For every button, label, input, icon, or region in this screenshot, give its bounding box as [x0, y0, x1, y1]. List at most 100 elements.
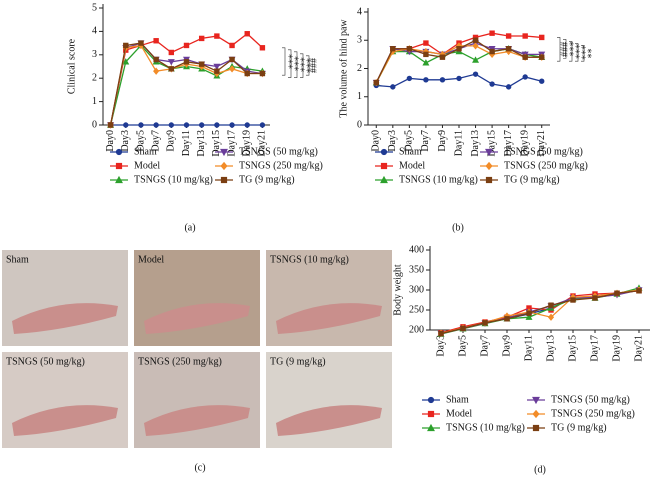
- marker: [423, 51, 429, 58]
- x-tick-label: Day19: [611, 335, 622, 362]
- significance: ***: [564, 41, 575, 56]
- legend-label: TSNGS (10 mg/kg): [134, 174, 213, 185]
- marker: [423, 40, 429, 46]
- marker: [183, 59, 190, 65]
- marker: [115, 175, 123, 184]
- x-tick-label: Day5: [457, 335, 468, 357]
- y-tick-label: 0: [92, 119, 97, 130]
- bracket: [306, 55, 310, 76]
- legend-label: TSNGS (250 mg/kg): [504, 160, 588, 171]
- x-tick-label: Day0: [105, 130, 116, 152]
- marker: [167, 59, 175, 66]
- marker: [244, 122, 250, 128]
- photo-label: Sham: [6, 254, 29, 265]
- y-axis-label: Clinical score: [66, 38, 77, 94]
- bracket: [569, 41, 573, 62]
- marker: [505, 33, 512, 39]
- y-tick-label: 5: [92, 2, 97, 13]
- marker: [592, 295, 598, 301]
- marker: [636, 288, 642, 294]
- bracket: [294, 51, 298, 78]
- marker: [532, 396, 540, 405]
- marker: [439, 54, 446, 60]
- marker: [153, 67, 160, 75]
- panel-caption: (d): [534, 464, 546, 475]
- y-tick-label: 1: [357, 91, 362, 102]
- legend-label: TG (9 mg/kg): [551, 422, 607, 433]
- marker: [229, 56, 235, 63]
- marker: [504, 316, 510, 322]
- photo-label: TSNGS (10 mg/kg): [270, 254, 349, 265]
- series-line: [440, 290, 640, 335]
- x-tick-label: Day9: [501, 335, 512, 357]
- bracket: [575, 43, 579, 62]
- bracket: [557, 37, 561, 62]
- marker: [485, 161, 493, 171]
- marker: [485, 176, 493, 184]
- paw: [12, 405, 118, 436]
- marker: [138, 40, 144, 46]
- legend-label: TG (9 mg/kg): [239, 174, 295, 185]
- marker: [427, 410, 435, 418]
- marker: [220, 148, 228, 157]
- legend-label: Sham: [399, 146, 422, 157]
- marker: [153, 56, 159, 63]
- marker: [214, 68, 220, 74]
- marker: [183, 122, 190, 128]
- marker: [220, 176, 228, 184]
- x-tick-label: Day13: [470, 130, 481, 157]
- marker: [427, 396, 435, 404]
- bracket: [288, 49, 292, 78]
- marker: [168, 66, 175, 72]
- marker: [485, 148, 493, 157]
- marker: [456, 46, 462, 52]
- photo-label: TSNGS (250 mg/kg): [138, 356, 222, 367]
- panel-caption: (b): [452, 222, 464, 233]
- marker: [214, 33, 220, 39]
- legend-label: TSNGS (10 mg/kg): [446, 422, 525, 433]
- y-tick-label: 200: [409, 324, 424, 335]
- marker: [228, 65, 236, 73]
- series-line: [109, 42, 263, 126]
- y-axis-label: The volume of hind paw: [338, 19, 349, 118]
- marker: [472, 42, 479, 50]
- significance: ***: [289, 56, 300, 71]
- marker: [183, 42, 190, 49]
- marker: [460, 325, 466, 332]
- x-tick-label: Day7: [150, 130, 161, 152]
- marker: [547, 313, 555, 321]
- marker: [214, 122, 220, 128]
- marker: [406, 46, 413, 52]
- marker: [229, 122, 235, 128]
- bracket: [282, 47, 286, 76]
- y-tick-label: 4: [92, 26, 97, 37]
- x-tick-label: Day11: [181, 130, 192, 156]
- x-tick-label: Day11: [523, 335, 534, 361]
- marker: [259, 45, 266, 51]
- y-axis-label: Body weight: [392, 264, 403, 316]
- legend-label: TSNGS (250 mg/kg): [239, 160, 323, 171]
- marker: [380, 148, 388, 156]
- marker: [373, 79, 379, 86]
- marker: [505, 84, 512, 90]
- legend-label: TSNGS (50 mg/kg): [504, 146, 583, 157]
- marker: [614, 290, 620, 296]
- marker: [489, 48, 495, 55]
- x-tick-label: Day17: [503, 130, 514, 157]
- y-tick-label: 1: [92, 96, 97, 107]
- x-tick-label: Day13: [196, 130, 207, 157]
- significance: ***: [301, 58, 312, 73]
- bracket: [563, 39, 567, 59]
- marker: [213, 63, 221, 71]
- marker: [472, 37, 479, 43]
- marker: [123, 122, 129, 128]
- marker: [548, 302, 554, 308]
- x-tick-label: Day3: [387, 130, 398, 152]
- x-tick-label: Day3: [435, 335, 446, 357]
- y-tick-label: 2: [92, 72, 97, 83]
- marker: [539, 54, 545, 60]
- x-tick-label: Day17: [226, 130, 237, 157]
- marker: [115, 148, 123, 156]
- significance: ***: [283, 54, 294, 69]
- x-tick-label: Day21: [536, 130, 547, 157]
